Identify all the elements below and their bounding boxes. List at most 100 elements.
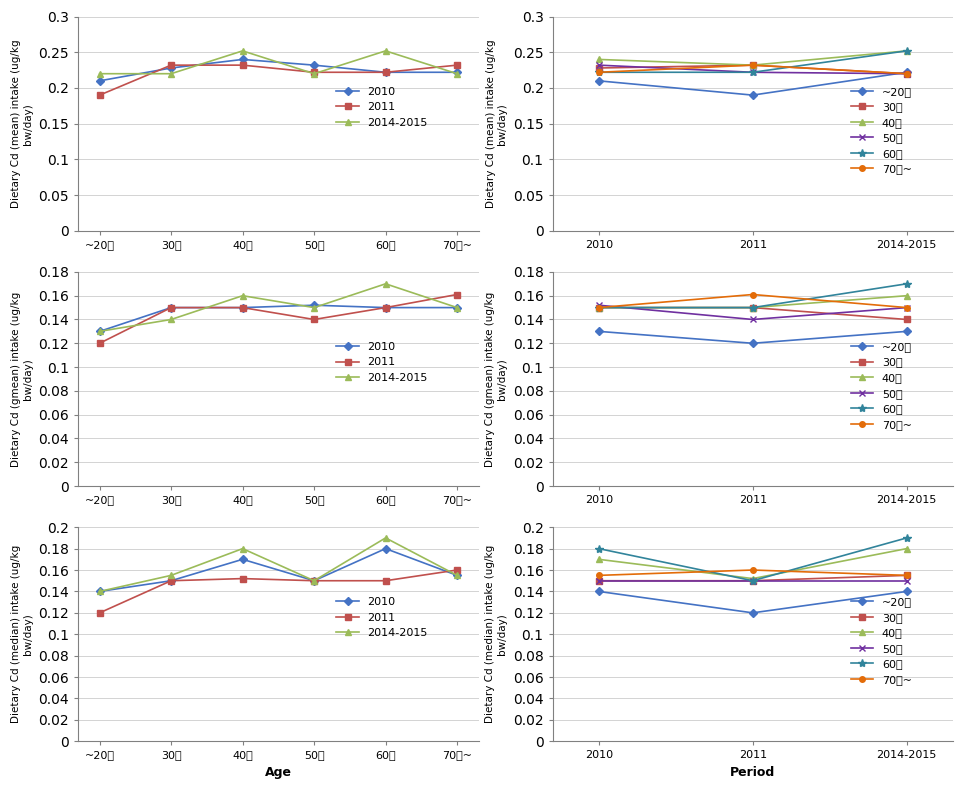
2014-2015 — [380, 533, 391, 543]
40대 — [593, 303, 604, 312]
40대 — [901, 46, 913, 55]
Line: 50대: 50대 — [596, 578, 909, 584]
60대 — [901, 533, 913, 543]
Line: 2010: 2010 — [96, 57, 460, 84]
70대~ — [593, 570, 604, 580]
2011 — [94, 608, 105, 618]
2014-2015 — [165, 314, 176, 324]
Y-axis label: Dietary Cd (mean) intake (ug/kg
bw/day): Dietary Cd (mean) intake (ug/kg bw/day) — [12, 40, 33, 208]
Y-axis label: Dietary Cd (gmean) intake (ug/kg
bw/day): Dietary Cd (gmean) intake (ug/kg bw/day) — [486, 292, 507, 467]
40대 — [593, 55, 604, 64]
2011 — [451, 290, 463, 299]
~20대 — [593, 587, 604, 596]
Line: 2011: 2011 — [96, 567, 460, 615]
Line: 40대: 40대 — [596, 546, 909, 581]
2011 — [94, 339, 105, 348]
2011 — [94, 90, 105, 100]
70대~ — [901, 69, 913, 78]
30대 — [747, 60, 759, 70]
2010 — [165, 303, 176, 312]
2014-2015 — [451, 69, 463, 78]
2010 — [165, 63, 176, 73]
2014-2015 — [237, 544, 249, 553]
Line: 50대: 50대 — [596, 303, 909, 322]
2010 — [308, 300, 320, 310]
Legend: ~20대, 30대, 40대, 50대, 60대, 70대~: ~20대, 30대, 40대, 50대, 60대, 70대~ — [846, 592, 917, 690]
2011 — [308, 576, 320, 585]
70대~ — [747, 290, 759, 299]
2010 — [94, 587, 105, 596]
2011 — [380, 67, 391, 77]
2014-2015 — [308, 576, 320, 585]
Line: 2010: 2010 — [96, 303, 460, 334]
30대 — [593, 303, 604, 312]
Line: 30대: 30대 — [596, 305, 909, 322]
2011 — [165, 576, 176, 585]
2011 — [308, 314, 320, 324]
40대 — [901, 291, 913, 300]
Y-axis label: Dietary Cd (median) intake (ug/kg
bw/day): Dietary Cd (median) intake (ug/kg bw/day… — [12, 545, 33, 724]
50대 — [593, 300, 604, 310]
70대~ — [747, 60, 759, 70]
Line: ~20대: ~20대 — [596, 70, 909, 98]
X-axis label: Period: Period — [730, 766, 775, 779]
2011 — [237, 574, 249, 583]
2010 — [380, 303, 391, 312]
Line: 40대: 40대 — [596, 293, 909, 310]
2010 — [94, 76, 105, 85]
2014-2015 — [380, 279, 391, 288]
2010 — [308, 576, 320, 585]
40대 — [593, 555, 604, 564]
60대 — [593, 303, 604, 312]
30대 — [593, 576, 604, 585]
Line: ~20대: ~20대 — [596, 589, 909, 615]
40대 — [747, 60, 759, 70]
50대 — [901, 303, 913, 312]
Line: 2011: 2011 — [96, 62, 460, 98]
~20대 — [747, 608, 759, 618]
2011 — [380, 576, 391, 585]
Line: 70대~: 70대~ — [596, 62, 909, 77]
Line: 60대: 60대 — [595, 47, 911, 77]
50대 — [901, 576, 913, 585]
2011 — [237, 60, 249, 70]
2014-2015 — [94, 587, 105, 596]
2010 — [165, 576, 176, 585]
Legend: ~20대, 30대, 40대, 50대, 60대, 70대~: ~20대, 30대, 40대, 50대, 60대, 70대~ — [846, 337, 917, 434]
2014-2015 — [308, 303, 320, 312]
30대 — [593, 63, 604, 73]
Line: 2011: 2011 — [96, 292, 460, 346]
2014-2015 — [380, 46, 391, 55]
50대 — [747, 576, 759, 585]
70대~ — [901, 570, 913, 580]
Line: ~20대: ~20대 — [596, 329, 909, 346]
2011 — [451, 60, 463, 70]
Line: 60대: 60대 — [595, 534, 911, 585]
~20대 — [747, 90, 759, 100]
2011 — [237, 303, 249, 312]
2010 — [308, 60, 320, 70]
70대~ — [747, 566, 759, 575]
60대 — [901, 279, 913, 288]
Line: 30대: 30대 — [596, 62, 909, 77]
60대 — [901, 46, 913, 55]
Y-axis label: Dietary Cd (gmean) intake (ug/kg
bw/day): Dietary Cd (gmean) intake (ug/kg bw/day) — [12, 292, 33, 467]
2010 — [237, 555, 249, 564]
2014-2015 — [165, 570, 176, 580]
Legend: ~20대, 30대, 40대, 50대, 60대, 70대~: ~20대, 30대, 40대, 50대, 60대, 70대~ — [846, 82, 917, 179]
2014-2015 — [451, 570, 463, 580]
40대 — [747, 303, 759, 312]
30대 — [901, 570, 913, 580]
60대 — [593, 67, 604, 77]
2014-2015 — [237, 46, 249, 55]
2014-2015 — [94, 326, 105, 336]
2010 — [451, 303, 463, 312]
50대 — [747, 314, 759, 324]
Line: 70대~: 70대~ — [596, 567, 909, 578]
Line: 50대: 50대 — [596, 62, 909, 77]
~20대 — [901, 587, 913, 596]
~20대 — [901, 326, 913, 336]
2010 — [380, 67, 391, 77]
30대 — [747, 576, 759, 585]
2011 — [451, 566, 463, 575]
